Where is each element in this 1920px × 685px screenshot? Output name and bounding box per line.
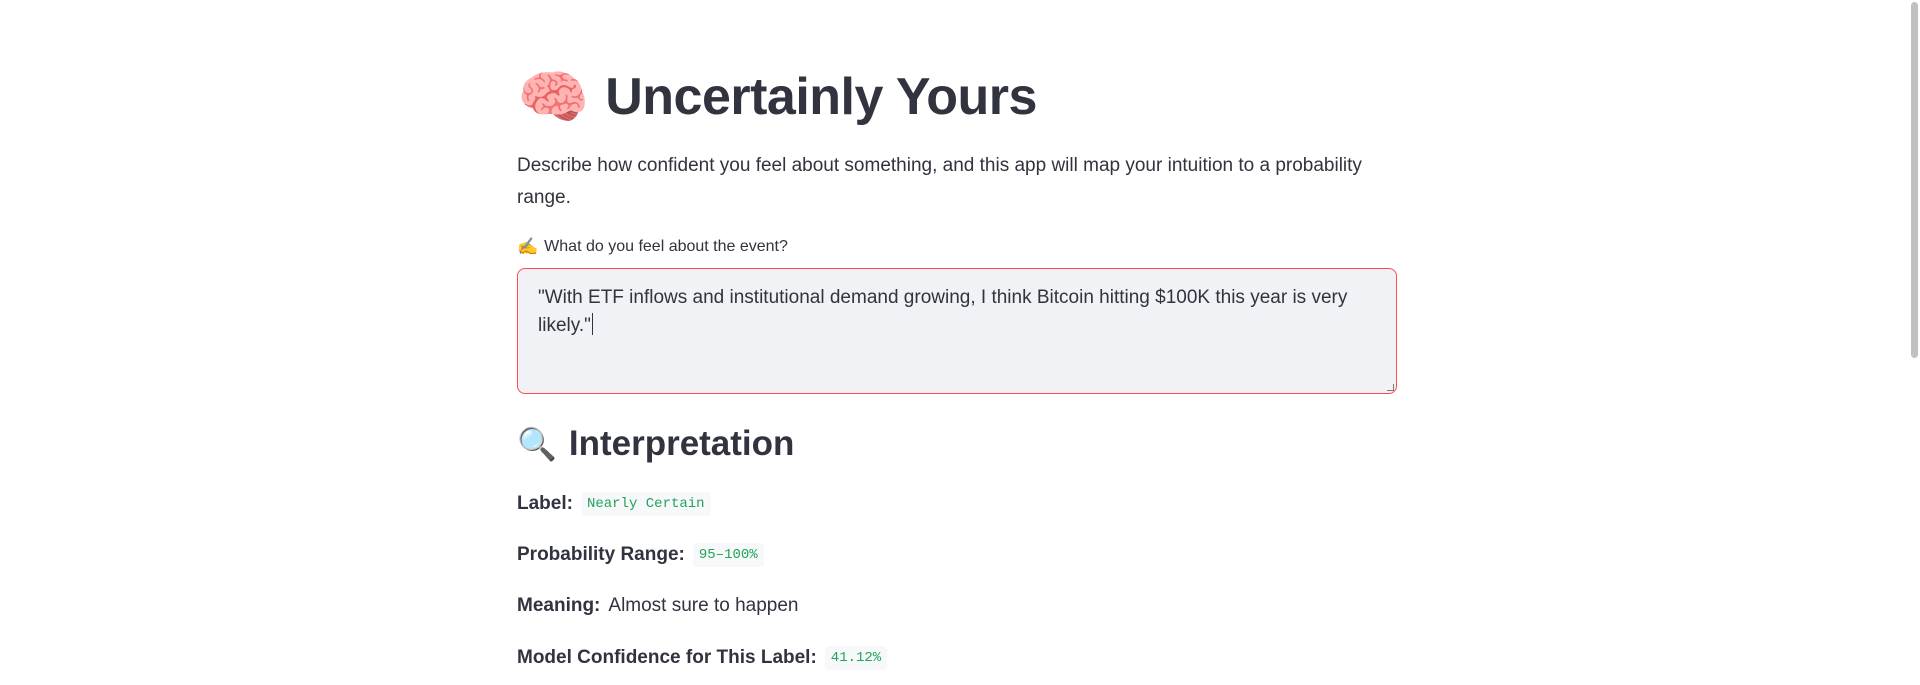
resize-handle-icon[interactable] — [1387, 384, 1394, 391]
probability-range-value: 95–100% — [692, 543, 764, 567]
event-textarea-text[interactable]: "With ETF inflows and institutional dema… — [538, 287, 1348, 336]
meaning-title: Meaning: — [517, 595, 601, 616]
text-cursor — [591, 313, 593, 335]
writing-hand-icon: ✍️ — [517, 237, 539, 257]
meaning-value: Almost sure to happen — [608, 595, 799, 616]
probability-range-row: Probability Range: 95–100% — [517, 539, 764, 571]
page-title: 🧠 Uncertainly Yours — [517, 62, 1037, 132]
model-confidence-value: 41.12% — [824, 646, 888, 670]
event-textarea-value[interactable]: "With ETF inflows and institutional dema… — [538, 284, 1376, 340]
brain-icon: 🧠 — [517, 63, 590, 131]
meaning-row: Meaning: Almost sure to happen — [517, 590, 799, 622]
label-row: Label: Nearly Certain — [517, 488, 711, 520]
page-title-text: Uncertainly Yours — [605, 68, 1037, 126]
model-confidence-title: Model Confidence for This Label: — [517, 647, 817, 668]
event-textarea[interactable]: "With ETF inflows and institutional dema… — [517, 268, 1397, 394]
app-description: Describe how confident you feel about so… — [517, 155, 1362, 208]
model-confidence-row: Model Confidence for This Label: 41.12% — [517, 642, 888, 674]
probability-range-title: Probability Range: — [517, 544, 685, 565]
main-content: 🧠 Uncertainly Yours Describe how confide… — [517, 0, 1397, 685]
interpretation-header-text: Interpretation — [568, 424, 795, 463]
label-value: Nearly Certain — [580, 492, 711, 516]
scrollbar-thumb[interactable] — [1911, 2, 1918, 358]
label-title: Label: — [517, 493, 573, 514]
event-input-label-text: What do you feel about the event? — [544, 238, 788, 255]
magnifier-icon: 🔍 — [517, 425, 557, 463]
interpretation-header: 🔍 Interpretation — [517, 420, 794, 468]
page-scrollbar[interactable] — [1908, 0, 1920, 685]
event-input-label: ✍️ What do you feel about the event? — [517, 235, 788, 259]
